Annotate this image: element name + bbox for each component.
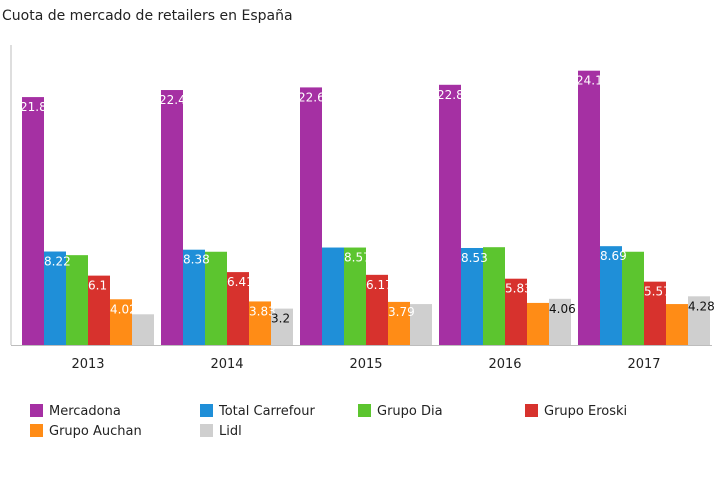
bar-lidl-2013: [132, 314, 154, 345]
data-label: 4.28: [688, 299, 715, 313]
legend-swatch: [30, 404, 43, 417]
bar-grupo-auchan-2014: [249, 301, 271, 345]
legend-item-grupo-auchan: Grupo Auchan: [30, 424, 142, 439]
legend-swatch: [200, 424, 213, 437]
x-tick-label: 2014: [210, 357, 243, 372]
data-label: 8.69: [600, 249, 627, 263]
bar-grupo-eroski-2015: [366, 274, 388, 345]
legend-label: Lidl: [219, 424, 242, 439]
bar-grupo-dia-2013: [66, 255, 88, 345]
bar-mercadona-2017: [578, 70, 600, 345]
x-tick-label: 2013: [71, 357, 104, 372]
data-label: 3.2: [271, 312, 290, 326]
bar-mercadona-2016: [439, 84, 461, 345]
legend-label: Mercadona: [49, 404, 121, 419]
bar-total-carrefour-2017: [600, 246, 622, 345]
data-label: 8.53: [461, 251, 488, 265]
data-label: 4.06: [549, 302, 576, 316]
bar-mercadona-2014: [161, 90, 183, 345]
data-label: 8.22: [44, 255, 71, 269]
legend-swatch: [30, 424, 43, 437]
bar-mercadona-2015: [300, 87, 322, 345]
data-label: 8.57: [344, 251, 371, 265]
legend-item-total-carrefour: Total Carrefour: [200, 404, 315, 419]
legend-swatch: [525, 404, 538, 417]
bar-lidl-2016: [549, 298, 571, 345]
data-label: 6.17: [366, 278, 393, 292]
bar-grupo-dia-2015: [344, 247, 366, 345]
bar-total-carrefour-2016: [461, 247, 483, 345]
data-label: 22.42: [159, 93, 193, 107]
bar-grupo-auchan-2016: [527, 302, 549, 345]
bar-grupo-eroski-2016: [505, 278, 527, 345]
bar-lidl-2014: [271, 308, 293, 345]
data-label: 22.65: [298, 90, 332, 104]
bar-lidl-2015: [410, 304, 432, 345]
legend-label: Grupo Dia: [377, 404, 443, 419]
x-tick-label: 2016: [488, 357, 521, 372]
chart-axes: [10, 45, 712, 346]
bar-total-carrefour-2013: [44, 251, 66, 345]
legend-item-mercadona: Mercadona: [30, 404, 121, 419]
chart-x-tick-labels: 2013 2014 2015 2016 2017: [71, 357, 660, 372]
data-label: 8.38: [183, 253, 210, 267]
bar-grupo-auchan-2013: [110, 299, 132, 345]
bar-grupo-auchan-2015: [388, 301, 410, 345]
chart-data-labels: 21.8 8.22 6.14.02 22.42 8.38 6.41 3.833.2 22.65…: [20, 74, 715, 326]
legend-swatch: [358, 404, 371, 417]
x-tick-label: 2017: [627, 357, 660, 372]
data-label: 3.83: [249, 304, 276, 318]
bar-grupo-eroski-2017: [644, 281, 666, 345]
data-label: 22.88: [437, 88, 471, 102]
bar-grupo-dia-2017: [622, 251, 644, 345]
legend-item-lidl: Lidl: [200, 424, 242, 439]
legend-swatch: [200, 404, 213, 417]
bar-grupo-dia-2016: [483, 247, 505, 345]
data-label: 5.83: [505, 282, 532, 296]
chart-title: Cuota de mercado de retailers en España: [2, 8, 293, 24]
data-label: 6.41: [227, 275, 254, 289]
bar-lidl-2017: [688, 296, 710, 345]
bar-total-carrefour-2015: [322, 247, 344, 345]
bar-grupo-auchan-2017: [666, 304, 688, 345]
data-label: 21.8: [20, 100, 47, 114]
data-label: 6.1: [88, 279, 107, 293]
bar-total-carrefour-2014: [183, 249, 205, 345]
data-label: 4.02: [110, 302, 137, 316]
legend-label: Total Carrefour: [219, 404, 315, 419]
bar-grupo-eroski-2014: [227, 272, 249, 345]
data-label: 3.79: [388, 305, 415, 319]
data-label: 24.12: [576, 74, 610, 88]
data-label: 5.57: [644, 285, 671, 299]
legend-label: Grupo Auchan: [49, 424, 142, 439]
bar-mercadona-2013: [22, 97, 44, 345]
legend-label: Grupo Eroski: [544, 404, 628, 419]
legend-item-grupo-eroski: Grupo Eroski: [525, 404, 627, 419]
x-tick-label: 2015: [349, 357, 382, 372]
bar-grupo-eroski-2013: [88, 275, 110, 345]
chart-bars: [22, 70, 710, 345]
bar-grupo-dia-2014: [205, 251, 227, 345]
legend-item-grupo-dia: Grupo Dia: [358, 404, 443, 419]
